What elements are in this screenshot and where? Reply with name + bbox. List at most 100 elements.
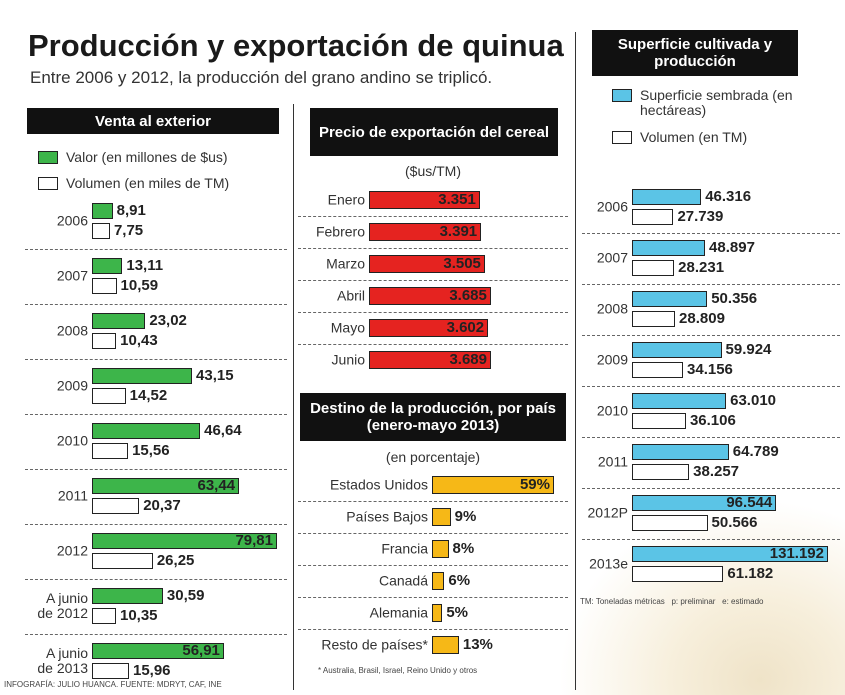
value-label: 50.356 <box>711 290 758 307</box>
value-label: 6% <box>448 572 471 589</box>
bar <box>92 368 193 384</box>
bar <box>632 260 675 276</box>
title: Producción y exportación de quinua <box>28 28 564 63</box>
bar <box>432 476 554 494</box>
footnote: * Australia, Brasil, Israel, Reino Unido… <box>318 666 478 675</box>
value-label: 8,91 <box>116 202 146 219</box>
value-label: 63,44 <box>197 477 236 494</box>
value-label: 63.010 <box>730 392 777 409</box>
category-label: Mayo <box>330 319 365 336</box>
bar <box>92 388 126 404</box>
separator <box>298 344 568 345</box>
legend-swatch <box>38 151 58 164</box>
panel-subtitle: ($us/TM) <box>405 163 461 179</box>
bar <box>632 464 690 480</box>
panel-subtitle: (en porcentaje) <box>385 449 481 465</box>
value-label: 5% <box>446 604 469 621</box>
bar <box>632 291 708 307</box>
value-label: 15,56 <box>132 442 170 459</box>
category-label: 2009 <box>56 377 88 394</box>
separator <box>298 248 568 249</box>
legend-label: Superficie sembrada (en hectáreas) <box>640 87 793 118</box>
bar <box>632 240 706 256</box>
category-label: 2012 <box>56 542 88 559</box>
bar <box>369 287 491 305</box>
bar <box>632 566 724 582</box>
value-label: 7,75 <box>113 222 144 239</box>
value-label: 3.391 <box>439 223 478 240</box>
bar <box>432 636 459 654</box>
value-label: 13% <box>462 636 493 653</box>
value-label: 3.689 <box>449 351 487 368</box>
category-label: A junio de 2013 <box>37 645 88 676</box>
category-label: 2011 <box>57 487 88 504</box>
bar <box>632 546 828 562</box>
value-label: 13,11 <box>126 257 164 274</box>
value-label: 38.257 <box>693 463 740 480</box>
value-label: 64.789 <box>732 443 779 460</box>
value-label: 28.231 <box>678 259 725 276</box>
category-label: 2011 <box>597 453 628 470</box>
divider <box>575 32 576 690</box>
panel-title: Precio de exportación del cereal <box>310 108 558 156</box>
footnote: TM: Toneladas métricas p: preliminar e: … <box>580 597 764 606</box>
bar <box>92 643 224 659</box>
separator <box>298 280 568 281</box>
value-label: 36.106 <box>689 412 736 429</box>
category-label: Febrero <box>315 223 365 240</box>
value-label: 30,59 <box>166 587 205 604</box>
category-label: Enero <box>327 191 365 208</box>
bar <box>432 572 445 590</box>
separator <box>25 633 287 635</box>
value-label: 50.566 <box>711 514 758 531</box>
bar <box>432 540 449 558</box>
category-label: Alemania <box>369 604 428 621</box>
bar <box>92 333 117 349</box>
value-label: 28.809 <box>679 310 725 327</box>
value-label: 14,52 <box>129 387 168 404</box>
value-label: 3.685 <box>449 287 487 304</box>
legend-label: Volumen (en TM) <box>640 129 748 145</box>
value-label: 10,35 <box>119 607 158 624</box>
value-label: 79,81 <box>235 532 273 549</box>
value-label: 61.182 <box>727 565 774 582</box>
bar <box>369 223 482 241</box>
value-label: 8% <box>452 540 475 557</box>
panel-title: Venta al exterior <box>27 108 279 134</box>
value-label: 10,43 <box>120 332 158 349</box>
category-label: Canadá <box>378 572 428 589</box>
bar <box>92 498 140 514</box>
value-label: 59% <box>519 476 550 493</box>
separator <box>25 578 287 580</box>
separator <box>582 538 840 540</box>
separator <box>25 413 287 415</box>
value-label: 3.602 <box>446 319 485 336</box>
bar <box>632 495 777 511</box>
separator <box>582 436 840 438</box>
category-label: Francia <box>381 540 428 557</box>
value-label: 56,91 <box>182 642 220 659</box>
value-label: 15,96 <box>132 662 171 679</box>
bar <box>432 604 443 622</box>
bar <box>632 209 674 225</box>
value-label: 3.505 <box>443 255 481 272</box>
value-label: 10,59 <box>120 277 159 294</box>
credit: INFOGRAFÍA: JULIO HUANCA. FUENTE: MDRYT,… <box>4 680 222 689</box>
bar <box>92 663 129 679</box>
bar <box>92 443 129 459</box>
divider <box>293 104 294 690</box>
bar <box>92 278 117 294</box>
category-label: 2006 <box>56 212 88 229</box>
separator <box>298 312 568 313</box>
bar <box>92 223 110 239</box>
value-label: 59.924 <box>725 341 772 358</box>
category-label: Países Bajos <box>346 508 428 525</box>
bar <box>632 189 702 205</box>
value-label: 131.192 <box>769 545 824 562</box>
separator <box>582 487 840 489</box>
bar <box>632 413 686 429</box>
bar <box>92 533 277 549</box>
category-label: 2008 <box>56 322 88 339</box>
separator <box>582 283 840 285</box>
